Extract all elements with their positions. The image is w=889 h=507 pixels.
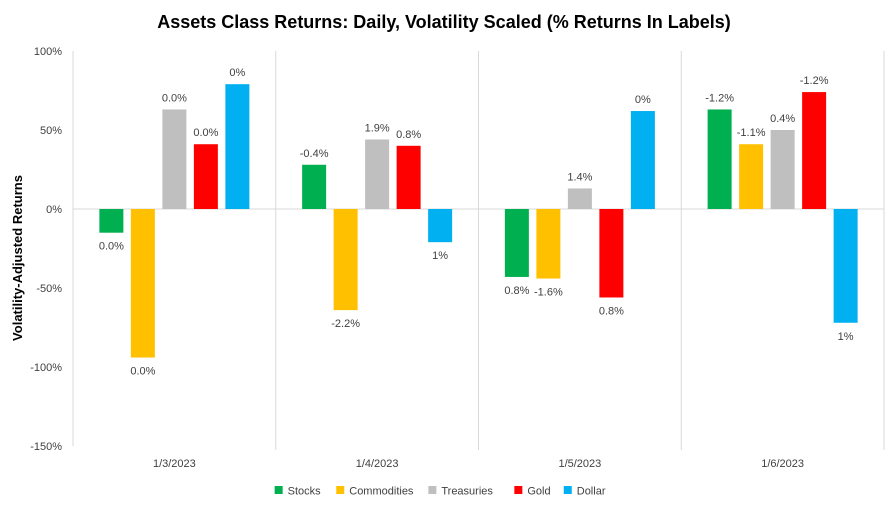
bar-dollar [833, 209, 858, 323]
y-axis-title: Volatility-Adjusted Returns [10, 175, 25, 341]
bar-stocks [302, 164, 327, 209]
bar-dollar [428, 209, 453, 243]
data-label: 0% [229, 67, 245, 79]
chart-title: Assets Class Returns: Daily, Volatility … [157, 12, 731, 32]
legend-label: Commodities [349, 486, 414, 498]
bar-gold [802, 92, 827, 209]
data-label: 0.8% [396, 129, 421, 141]
data-label: -1.1% [737, 127, 766, 139]
bar-dollar [630, 111, 655, 209]
x-category-label: 1/4/2023 [356, 458, 399, 470]
legend-label: Dollar [577, 486, 606, 498]
bar-treasuries [162, 109, 187, 209]
data-label: 1.4% [567, 171, 592, 183]
bar-commodities [333, 209, 358, 311]
legend-swatch-gold [514, 486, 523, 494]
bar-gold [193, 144, 218, 209]
legend-swatch-commodities [336, 486, 345, 494]
bars-layer [99, 84, 858, 358]
legend-label: Gold [527, 486, 550, 498]
data-label: -1.2% [800, 75, 829, 87]
bar-treasuries [567, 188, 592, 209]
bar-commodities [536, 209, 561, 279]
data-labels-layer: 0.0% -0.4% 0.8% -1.2% 0.0% -2.2% -1.6% -1.1% 0.0… [99, 67, 854, 377]
data-label: -1.2% [705, 92, 734, 104]
data-label: 0.4% [770, 113, 795, 125]
y-tick-label: 50% [40, 125, 62, 137]
legend: Stocks Commodities Treasuries Gold Dollar [274, 486, 606, 498]
bar-dollar [225, 84, 250, 209]
data-label: -1.6% [534, 287, 563, 299]
bar-stocks [707, 109, 732, 209]
y-tick-label: 100% [34, 46, 62, 58]
bar-stocks [99, 209, 124, 233]
axis-layer: 100% 50% 0% -50% -100% -150% 1/3/2023 1/4/2023 1… [30, 46, 885, 470]
data-label: 1.9% [365, 122, 390, 134]
legend-swatch-dollar [563, 486, 572, 494]
y-tick-label: 0% [46, 204, 62, 216]
data-label: -0.4% [300, 148, 329, 160]
bar-commodities [739, 144, 764, 209]
data-label: 0.0% [130, 366, 155, 378]
data-label: 0.0% [162, 92, 187, 104]
y-tick-label: -100% [30, 362, 62, 374]
data-label: 0.8% [599, 305, 624, 317]
legend-label: Treasuries [441, 486, 493, 498]
bar-treasuries [770, 130, 795, 209]
data-label: 1% [838, 331, 854, 343]
legend-swatch-treasuries [428, 486, 437, 494]
bar-commodities [130, 209, 155, 358]
bar-gold [396, 145, 421, 209]
data-label: 1% [432, 250, 448, 262]
y-tick-label: -150% [30, 441, 62, 453]
data-label: 0.0% [99, 241, 124, 253]
data-label: 0% [635, 94, 651, 106]
bar-stocks [504, 209, 529, 277]
legend-swatch-stocks [274, 486, 283, 494]
data-label: 0.0% [193, 127, 218, 139]
x-category-label: 1/6/2023 [761, 458, 804, 470]
x-category-label: 1/5/2023 [558, 458, 601, 470]
bar-gold [599, 209, 624, 298]
data-label: 0.8% [504, 285, 529, 297]
bar-treasuries [365, 139, 390, 209]
legend-label: Stocks [288, 486, 322, 498]
y-tick-label: -50% [36, 283, 62, 295]
data-label: -2.2% [331, 318, 360, 330]
x-category-label: 1/3/2023 [153, 458, 196, 470]
